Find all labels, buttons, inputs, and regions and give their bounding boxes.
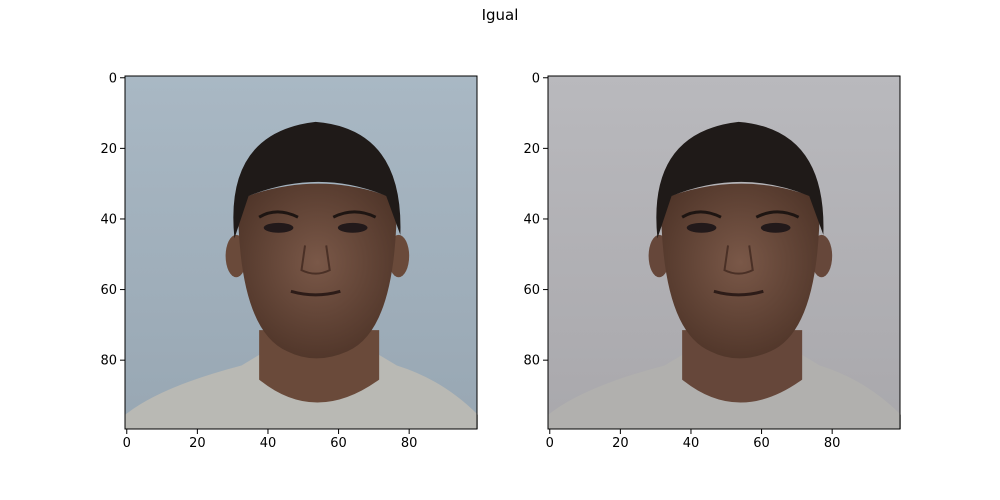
y-tick-label: 40 bbox=[100, 212, 117, 227]
y-tick-label: 20 bbox=[100, 142, 117, 157]
x-tick-label: 80 bbox=[824, 436, 841, 451]
x-axis: 0 20 40 60 80 bbox=[123, 429, 418, 451]
y-tick-label: 80 bbox=[523, 354, 540, 369]
left-eye bbox=[687, 223, 717, 233]
x-tick-label: 40 bbox=[260, 436, 277, 451]
x-tick-label: 80 bbox=[401, 436, 418, 451]
y-tick-label: 0 bbox=[532, 71, 540, 86]
y-tick-label: 40 bbox=[523, 212, 540, 227]
x-tick-label: 60 bbox=[330, 436, 347, 451]
left-eye bbox=[264, 223, 294, 233]
right-eye bbox=[761, 223, 791, 233]
y-tick-label: 80 bbox=[100, 354, 117, 369]
x-tick-label: 40 bbox=[683, 436, 700, 451]
y-tick-label: 60 bbox=[100, 283, 117, 298]
y-axis: 0 20 40 60 80 bbox=[523, 71, 548, 368]
y-axis: 0 20 40 60 80 bbox=[100, 71, 125, 368]
x-tick-label: 60 bbox=[753, 436, 770, 451]
x-tick-label: 0 bbox=[123, 436, 131, 451]
x-tick-label: 20 bbox=[612, 436, 629, 451]
x-tick-label: 20 bbox=[189, 436, 206, 451]
y-tick-label: 20 bbox=[523, 142, 540, 157]
right-eye bbox=[338, 223, 368, 233]
y-tick-label: 60 bbox=[523, 283, 540, 298]
x-tick-label: 0 bbox=[546, 436, 554, 451]
y-tick-label: 0 bbox=[109, 71, 117, 86]
x-axis: 0 20 40 60 80 bbox=[546, 429, 841, 451]
image-panel-adjusted: 0 20 40 60 80 0 20 40 60 80 bbox=[523, 71, 901, 451]
image-panel-original: 0 20 40 60 80 0 20 40 60 80 bbox=[100, 71, 478, 451]
